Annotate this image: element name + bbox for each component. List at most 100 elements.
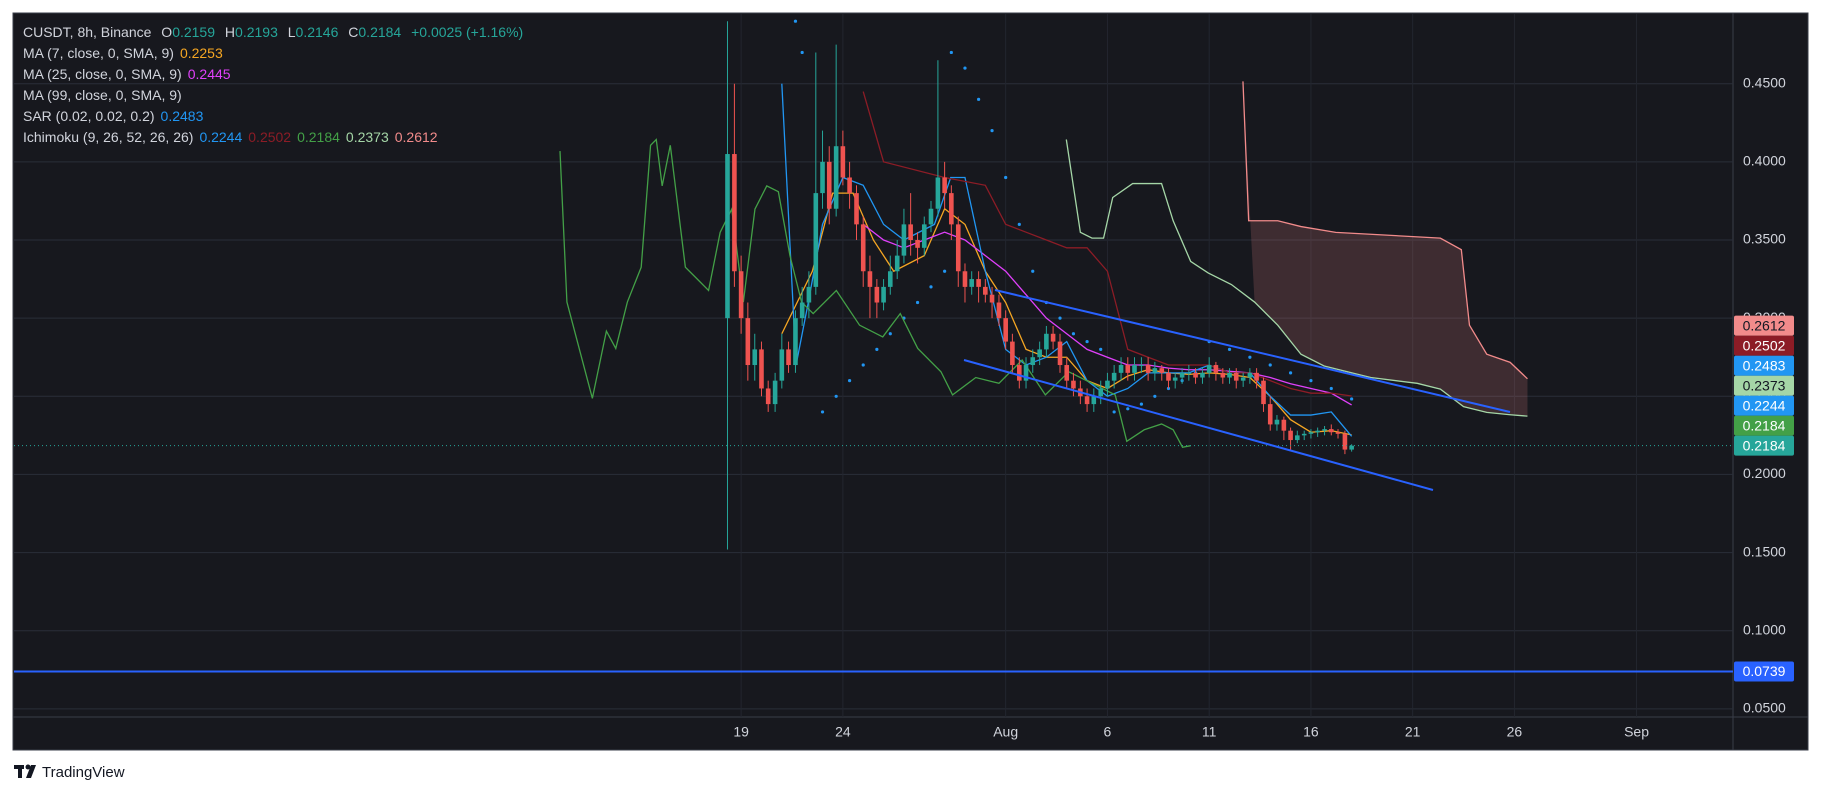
sar-dot bbox=[1309, 379, 1313, 383]
candle-body bbox=[1010, 341, 1015, 366]
indicator-price-label: 0.2483 bbox=[1743, 357, 1786, 373]
candle-body bbox=[1349, 445, 1354, 450]
candle-body bbox=[1186, 372, 1192, 374]
candle-body bbox=[1254, 372, 1259, 381]
sar-dot bbox=[875, 347, 879, 352]
candle-body bbox=[935, 177, 941, 209]
candle-body bbox=[786, 349, 791, 366]
sar-dot bbox=[1017, 222, 1021, 226]
candle-body bbox=[1213, 365, 1219, 373]
symbol-title: CUSDT, 8h, Binance bbox=[23, 24, 152, 40]
candle-body bbox=[1220, 372, 1226, 378]
header-line: CUSDT, 8h, Binance O0.2159 H0.2193 L0.21… bbox=[23, 22, 529, 43]
candle-body bbox=[1003, 318, 1008, 342]
indicator-price-label-box bbox=[1734, 415, 1794, 436]
ohlc-label: O bbox=[161, 24, 173, 40]
x-tick-label: 24 bbox=[835, 724, 851, 740]
sar-dot bbox=[1099, 347, 1103, 352]
candle-body bbox=[1023, 365, 1029, 381]
candle-body bbox=[1294, 435, 1300, 441]
y-tick-label: 0.4000 bbox=[1743, 153, 1786, 169]
drawings bbox=[963, 289, 1511, 491]
candle-body bbox=[1315, 430, 1320, 433]
sar-dot bbox=[990, 128, 994, 133]
candle-body bbox=[1193, 372, 1198, 378]
candle-body bbox=[867, 271, 873, 287]
ohlc-value: 0.2184 bbox=[358, 24, 402, 40]
indicator-line bbox=[1242, 81, 1528, 380]
sar-dot bbox=[1227, 347, 1232, 352]
candle-body bbox=[874, 286, 880, 303]
candle-body bbox=[1098, 388, 1104, 397]
candle-body bbox=[983, 286, 988, 295]
candle-body bbox=[1091, 396, 1097, 405]
footer-brand: TradingView bbox=[42, 764, 125, 781]
tradingview-logo: TradingView bbox=[14, 764, 125, 781]
indicator-value: 0.2483 bbox=[160, 108, 204, 124]
y-tick-label: 0.0500 bbox=[1743, 700, 1786, 716]
indicator-price-label: 0.2612 bbox=[1743, 317, 1786, 333]
candle-body bbox=[1328, 429, 1334, 433]
candle-body bbox=[976, 279, 981, 287]
candle-body bbox=[1233, 372, 1239, 381]
sar-dot bbox=[834, 394, 838, 398]
candle-body bbox=[1057, 341, 1063, 366]
indicator-line bbox=[781, 192, 1352, 436]
sar-dot bbox=[915, 300, 920, 305]
candle-body bbox=[1064, 365, 1070, 381]
candle-body bbox=[955, 224, 961, 272]
x-tick-label: 26 bbox=[1507, 724, 1523, 740]
candle-body bbox=[1132, 365, 1137, 373]
candle-body bbox=[745, 318, 751, 366]
x-tick-label: 11 bbox=[1202, 724, 1217, 740]
sar-dot bbox=[963, 66, 967, 70]
candle-body bbox=[772, 380, 778, 405]
sar-dot bbox=[800, 50, 804, 55]
indicator-legend: MA (7, close, 0, SMA, 9) 0.2253 bbox=[23, 43, 529, 64]
x-tick-label: Sep bbox=[1624, 724, 1649, 740]
indicator-value: 0.2502 bbox=[248, 129, 292, 145]
hline-price-label-box bbox=[1734, 661, 1794, 682]
sar-dot bbox=[1031, 269, 1035, 273]
y-tick-label: 0.4500 bbox=[1743, 74, 1786, 90]
indicator-line bbox=[1065, 139, 1528, 417]
candle-body bbox=[854, 193, 859, 225]
candle-body bbox=[989, 294, 995, 303]
ohlc-label: L bbox=[287, 24, 296, 40]
candle-body bbox=[1166, 372, 1171, 381]
candle-body bbox=[1322, 429, 1327, 431]
candle-body bbox=[1288, 430, 1293, 441]
y-tick-label: 0.1000 bbox=[1743, 621, 1786, 637]
indicator-value: 0.2373 bbox=[345, 129, 389, 145]
trend-line bbox=[994, 289, 1511, 413]
sar-dot bbox=[1126, 407, 1130, 411]
sar-dot bbox=[888, 332, 892, 336]
candle-body bbox=[1261, 380, 1266, 405]
ohlc-label: H bbox=[224, 24, 236, 40]
indicator-price-label-box bbox=[1734, 335, 1794, 356]
candle-body bbox=[1267, 404, 1273, 425]
candle-body bbox=[1125, 365, 1131, 373]
sar-dot bbox=[793, 19, 798, 23]
indicator-legend: Ichimoku (9, 26, 52, 26, 26) 0.2244 0.2502… bbox=[23, 127, 529, 148]
x-tick-label: 16 bbox=[1303, 724, 1319, 740]
sar-dot bbox=[1139, 402, 1144, 406]
candle-body bbox=[1111, 372, 1117, 381]
candle-body bbox=[847, 177, 852, 194]
candle-body bbox=[1071, 380, 1076, 389]
trend-line bbox=[963, 359, 1434, 491]
candle-body bbox=[732, 154, 737, 272]
indicator-legend: SAR (0.02, 0.02, 0.2) 0.2483 bbox=[23, 106, 529, 127]
x-tick-label: 21 bbox=[1405, 724, 1421, 740]
candle-body bbox=[1240, 377, 1246, 381]
indicator-name: SAR (0.02, 0.02, 0.2) bbox=[23, 108, 155, 124]
candle-body bbox=[1030, 357, 1036, 366]
logo-part bbox=[18, 765, 22, 778]
candle-body bbox=[901, 224, 907, 256]
candle-body bbox=[1179, 372, 1185, 378]
candle-body bbox=[806, 286, 812, 303]
candle-body bbox=[1050, 333, 1056, 342]
indicator-name: MA (7, close, 0, SMA, 9) bbox=[23, 45, 174, 61]
